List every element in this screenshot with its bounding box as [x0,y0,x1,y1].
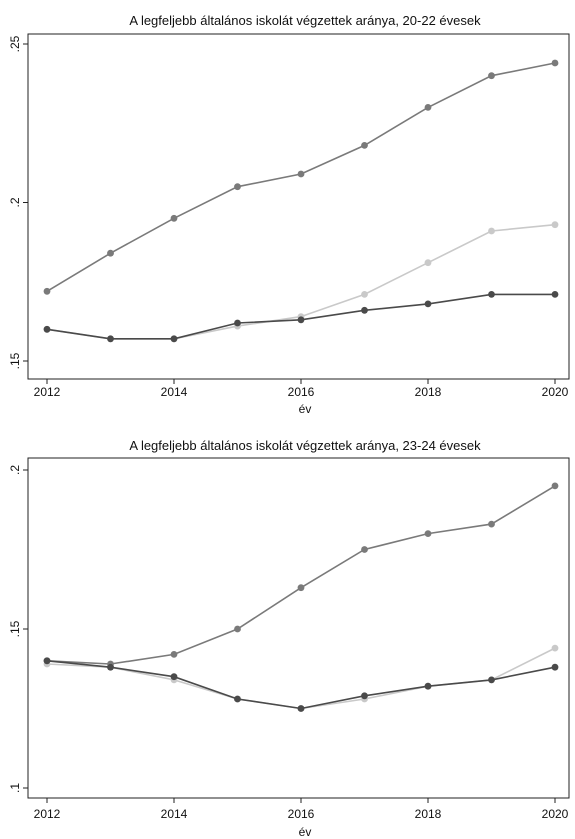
y-tick-label: .25 [8,35,22,52]
data-point [361,291,368,298]
data-point [361,142,368,149]
x-axis-label: év [299,402,312,416]
x-axis-label: év [299,825,312,839]
data-point [551,59,559,67]
data-point [488,227,495,235]
plot-frame [27,457,570,799]
data-point [297,705,305,712]
data-point [170,651,178,658]
data-point [107,663,114,671]
data-point [107,335,114,343]
x-tick-label: 2018 [415,807,442,821]
y-tick-label: .15 [8,352,22,369]
data-point [488,676,495,684]
chart-title: A legfeljebb általános iskolát végzettek… [129,438,481,453]
plot-frame [27,33,570,380]
data-point [551,291,559,298]
x-tick-label: 2016 [288,385,315,399]
series-line [46,647,556,710]
data-point [43,287,51,295]
x-tick-label: 2012 [34,385,61,399]
data-point [488,72,495,80]
data-point [424,104,432,111]
x-tick-label: 2018 [415,385,442,399]
x-tick-label: 2012 [34,807,61,821]
x-tick-label: 2014 [161,385,188,399]
data-point [551,482,559,490]
data-point [170,673,178,681]
data-point [107,249,114,257]
data-point [43,657,51,665]
x-tick-label: 2014 [161,807,188,821]
data-point [234,319,241,327]
chart-title: A legfeljebb általános iskolát végzettek… [129,13,481,28]
data-point [234,625,241,633]
data-point [551,221,559,229]
data-point [297,316,305,324]
chart-23-24: A legfeljebb általános iskolát végzettek… [8,438,570,839]
series-line [46,485,556,665]
y-tick-label: .2 [8,465,22,475]
series-group [43,59,559,343]
data-point [551,663,559,671]
axis-ticks: 2012 2014 2016 2018 2020 .1 .15 .2 [8,465,569,821]
data-point [488,291,495,298]
data-point [43,325,51,333]
series-line [46,660,556,710]
data-point [424,682,432,690]
data-point [424,530,432,537]
data-point [424,259,432,267]
data-point [488,520,495,528]
series-group [43,482,559,712]
x-tick-label: 2020 [542,385,569,399]
axis-ticks: 2012 2014 2016 2018 2020 .15 .2 .25 [8,35,569,399]
y-tick-label: .1 [8,783,22,793]
x-tick-label: 2020 [542,807,569,821]
y-tick-label: .2 [8,197,22,207]
x-tick-label: 2016 [288,807,315,821]
data-point [170,335,178,343]
data-point [424,300,432,308]
data-point [170,214,178,222]
y-tick-label: .15 [8,620,22,637]
data-point [297,170,305,178]
data-point [361,306,368,314]
data-point [361,546,368,553]
data-point [234,695,241,703]
data-point [234,183,241,191]
data-point [297,584,305,592]
data-point [361,692,368,700]
data-point [551,644,559,652]
chart-20-22: A legfeljebb általános iskolát végzettek… [8,13,570,416]
